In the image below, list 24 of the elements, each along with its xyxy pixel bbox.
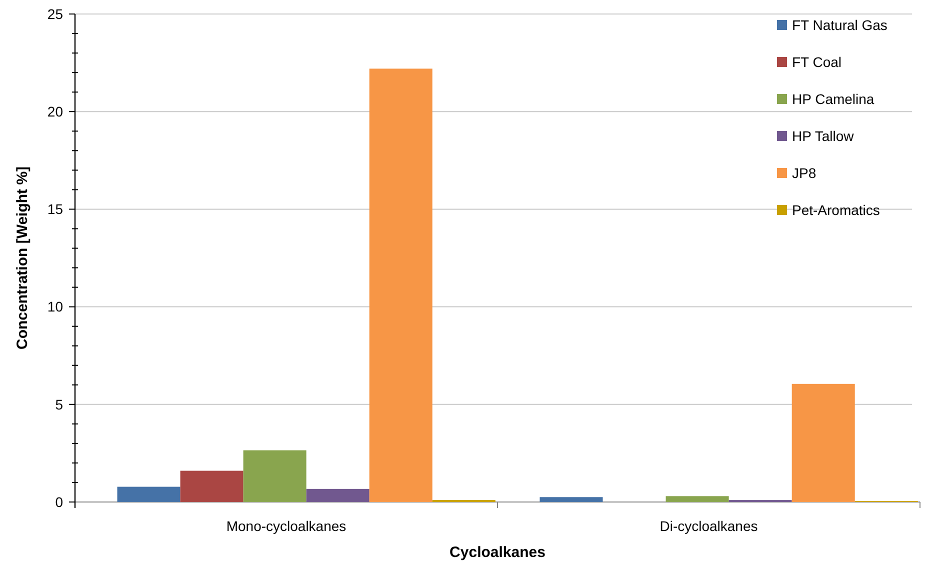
- legend-label: HP Tallow: [792, 128, 855, 144]
- bar: [792, 384, 855, 502]
- legend-label: Pet-Aromatics: [792, 202, 880, 218]
- y-tick-label: 10: [47, 298, 64, 315]
- legend-label: JP8: [792, 164, 816, 181]
- y-tick-label: 0: [55, 494, 64, 510]
- bar: [117, 486, 180, 502]
- y-tick-label: 15: [47, 201, 64, 218]
- bar: [180, 470, 244, 502]
- x-tick-label: Di-cycloalkanes: [660, 518, 758, 534]
- y-tick-label: 20: [47, 104, 64, 120]
- bar: [243, 450, 306, 502]
- y-tick-label: 5: [55, 396, 64, 412]
- legend-label: FT Coal: [792, 54, 842, 70]
- y-tick-label: 25: [47, 6, 64, 22]
- legend-label: HP Camelina: [792, 90, 874, 107]
- y-axis-title: Concentration [Weight %]: [14, 166, 31, 350]
- bar: [369, 68, 432, 502]
- bar: [306, 488, 370, 502]
- bar: [540, 497, 603, 502]
- bar: [666, 496, 729, 502]
- x-tick-label: Mono-cycloalkanes: [226, 518, 346, 534]
- x-axis-title: Cycloalkanes: [450, 544, 546, 561]
- legend-label: FT Natural Gas: [792, 16, 888, 33]
